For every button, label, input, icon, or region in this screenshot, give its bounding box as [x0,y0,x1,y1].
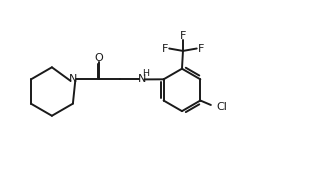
Text: N: N [69,74,77,84]
Text: F: F [198,44,204,53]
Text: Cl: Cl [216,102,227,112]
Text: N: N [137,74,146,84]
Text: F: F [180,31,186,41]
Text: H: H [142,69,150,78]
Text: F: F [162,44,169,53]
Text: O: O [95,53,104,63]
